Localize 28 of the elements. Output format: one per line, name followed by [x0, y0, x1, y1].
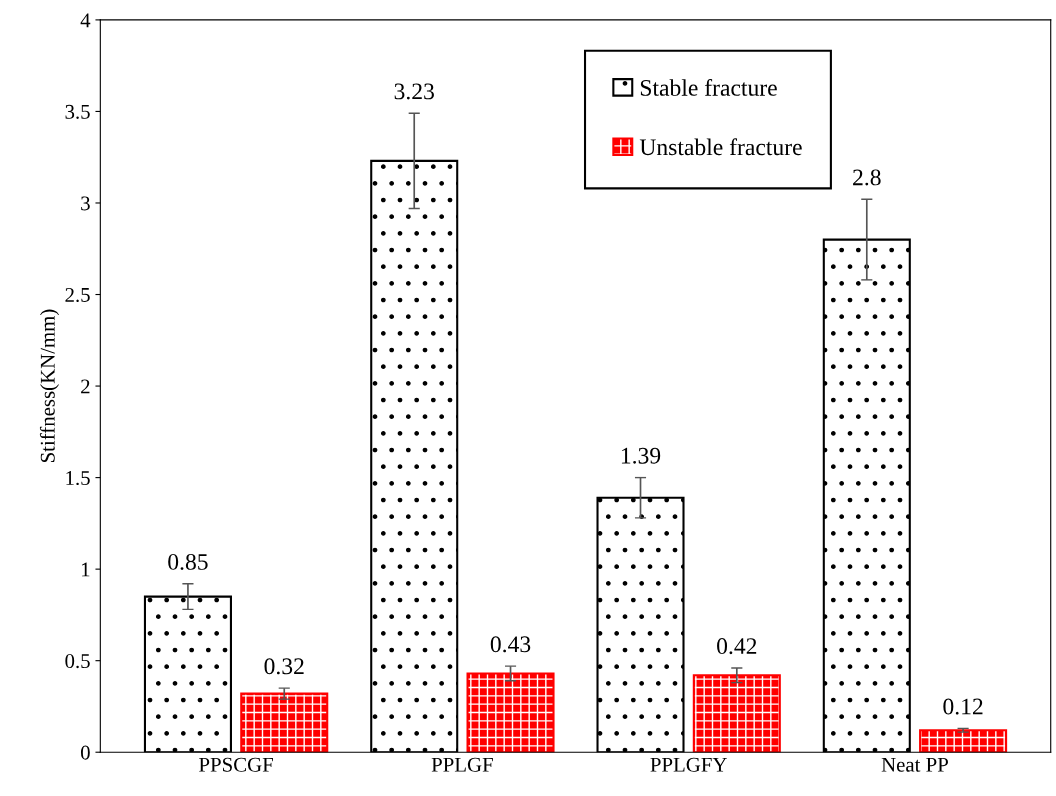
- y-tick-label: 2.5: [65, 287, 90, 303]
- x-tick-label: PPSCGF: [199, 757, 273, 772]
- bar: [466, 672, 555, 753]
- x-tick-label: Neat PP: [881, 757, 948, 772]
- y-tick-label: 0: [80, 745, 90, 760]
- y-tick-label: 1: [82, 562, 90, 577]
- data-label: 0.32: [264, 658, 304, 675]
- y-axis-title: Stiffness(KN/mm): [39, 309, 59, 463]
- bar: [692, 674, 781, 753]
- data-label: 0.85: [168, 553, 208, 570]
- y-tick-label: 1.5: [66, 471, 90, 486]
- data-label: 1.39: [621, 447, 661, 464]
- data-label: 0.42: [717, 638, 757, 655]
- y-tick-label: 2: [81, 379, 90, 394]
- y-tick-label: 4: [80, 13, 91, 28]
- data-label: 2.8: [853, 169, 881, 186]
- x-tick-label: PPLGFY: [650, 757, 727, 772]
- bar: [919, 729, 1008, 753]
- legend-label: Unstable fracture: [639, 138, 802, 156]
- y-tick-label: 0.5: [65, 654, 90, 669]
- y-tick-label: 3: [81, 196, 90, 211]
- data-label: 0.12: [943, 698, 983, 715]
- data-label: 3.23: [394, 83, 434, 100]
- legend-label: Stable fracture: [640, 79, 777, 96]
- y-tick-label: 3.5: [65, 104, 90, 119]
- data-label: 0.43: [490, 636, 531, 653]
- x-tick-label: PPLGF: [431, 757, 493, 772]
- bar: [240, 692, 329, 753]
